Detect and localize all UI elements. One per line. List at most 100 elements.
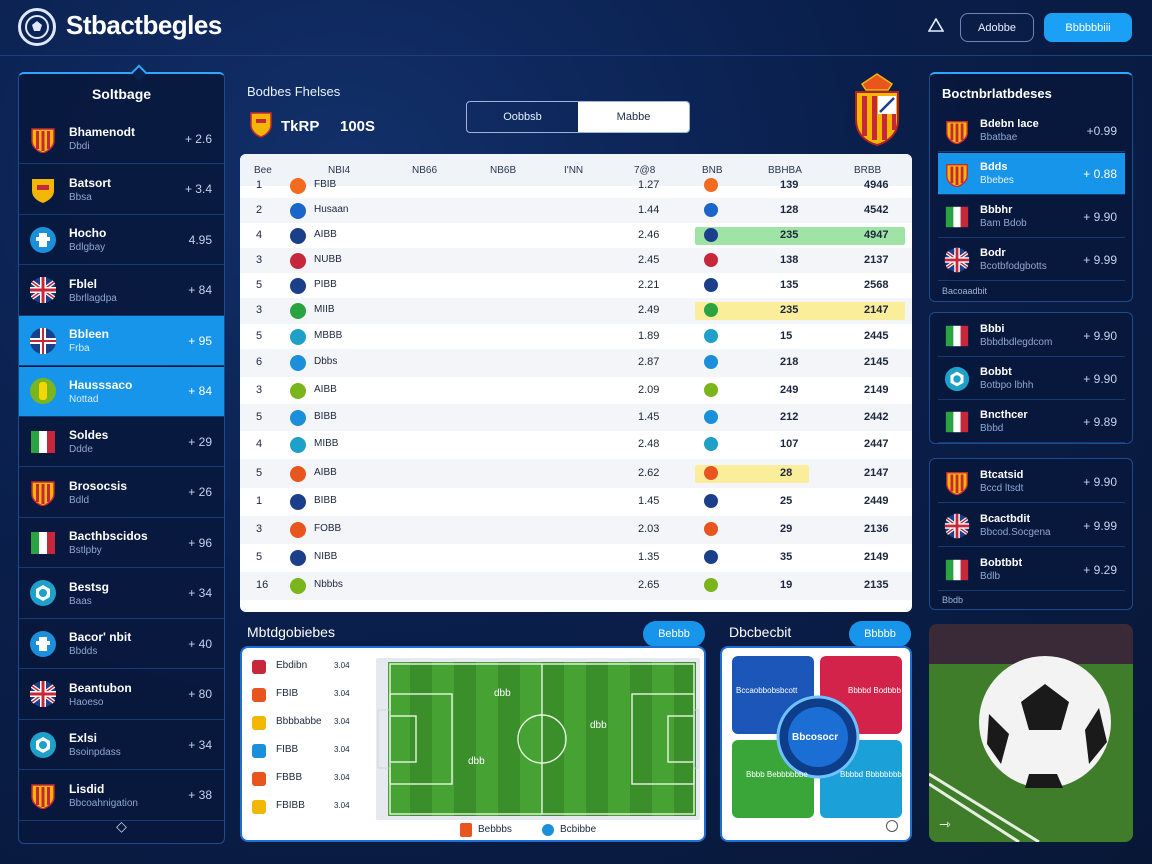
table-row[interactable]: 3 FOBB 2.03 29 2136 [240,516,912,544]
legend-team-a[interactable]: Bebbbs [478,824,512,835]
side-list-item[interactable]: Btcatsid Bccd ltsdt + 9.90 [938,461,1125,503]
team-badge-icon [290,227,306,244]
status-icon [704,578,718,592]
triangle-icon[interactable] [927,17,945,37]
table-row[interactable]: 16 Nbbbs 2.65 19 2135 [240,572,912,600]
sidebar-item[interactable]: Bacthbscidos Bstlpby + 96 [19,518,224,568]
table-row[interactable]: 2 Husaan 1.44 128 4542 [240,198,912,223]
right-panel-footer[interactable]: Bacoaadbit [942,286,988,296]
sidebar-item[interactable]: Batsort Bbsa + 3.4 [19,165,224,215]
table-row[interactable]: 1 FBIB 1.27 139 4946 [240,173,912,198]
sidebar-item[interactable]: Bhamenodt Dbdi + 2.6 [19,114,224,164]
col-header[interactable]: BBHBA [768,165,802,176]
toggle-option-a[interactable]: Oobbsb [503,111,542,123]
top-bar: Stbactbegles Adobbe Bbbbbbiii [0,0,1152,56]
player-value: 3.04 [334,717,350,726]
sidebar-item[interactable]: Soldes Ddde + 29 [19,417,224,467]
team-name: Bbleen [69,327,110,341]
stats-button[interactable]: Bbbbb [849,621,911,647]
radio-icon[interactable] [886,820,898,832]
team-name: Bdds [980,161,1008,173]
side-list-item[interactable]: Bncthcer Bbbd + 9.89 [938,401,1125,443]
player-row[interactable]: Ebdibn 3.04 [252,658,362,676]
team-flag-icon [944,161,970,188]
pitch-label: dbb [494,688,511,699]
table-row[interactable]: 3 NUBB 2.45 138 2137 [240,248,912,273]
team-flag-icon [29,731,57,759]
row-value: 212 [780,410,799,423]
row-rank: 4 [256,438,263,450]
stats-quadrant-chart [732,656,902,818]
sidebar-item[interactable]: Hocho Bdlgbay 4.95 [19,215,224,265]
table-row[interactable]: 3 MIIB 2.49 235 2147 [240,298,912,324]
table-row[interactable]: 1 BIBB 1.45 25 2449 [240,488,912,516]
side-list-item[interactable]: Bcactbdit Bbcod.Socgena + 9.99 [938,505,1125,547]
side-list-item[interactable]: Bbbhr Bam Bdob + 9.90 [938,196,1125,238]
col-header[interactable]: BNB [702,165,723,176]
col-header[interactable]: NB6B [490,165,517,176]
team-code: TkRP [281,118,320,135]
player-row[interactable]: FBIBB 3.04 [252,798,362,816]
soccer-ball-icon[interactable] [18,8,56,46]
team-sub: Bbbd [980,423,1004,434]
toggle-option-b[interactable]: Mabbe [578,102,689,132]
arrow-icon[interactable]: ⇾ [939,816,951,832]
player-row[interactable]: Bbbbabbe 3.04 [252,714,362,732]
table-row[interactable]: 5 AIBB 2.62 28 2147 [240,459,912,488]
sidebar-item[interactable]: Bacor' nbit Bbdds + 40 [19,619,224,669]
login-button[interactable]: Adobbe [960,13,1034,42]
player-row[interactable]: FBIB 3.04 [252,686,362,704]
row-rank: 6 [256,356,263,368]
row-value: 15 [780,329,793,342]
col-header[interactable]: BRBB [854,165,882,176]
team-odds: + 34 [188,737,212,752]
legend-team-b[interactable]: Bcbibbe [560,824,597,835]
table-row[interactable]: 5 PIBB 2.21 135 2568 [240,273,912,298]
sidebar-item[interactable]: Bestsg Baas + 34 [19,569,224,619]
sidebar-item[interactable]: Exlsi Bsoinpdass + 34 [19,720,224,770]
sidebar-item[interactable]: Fblel Bbrllagdpa + 84 [19,266,224,316]
side-list-item[interactable]: Bbbi Bbbdbdlegdcom + 9.90 [938,315,1125,357]
table-row[interactable]: 6 Dbbs 2.87 218 2145 [240,349,912,377]
side-list-item[interactable]: Bdds Bbebes + 0.88 [938,153,1125,195]
sidebar-item[interactable]: Brosocsis Bdld + 26 [19,468,224,518]
sidebar-item[interactable]: Bbleen Frba + 95 [19,316,224,366]
table-row[interactable]: 5 MBBB 1.89 15 2445 [240,324,912,349]
team-badge-icon [290,355,306,371]
table-row[interactable]: 5 NIBB 1.35 35 2149 [240,544,912,572]
col-header[interactable]: Bee [254,165,272,176]
table-row[interactable]: 3 AIBB 2.09 249 2149 [240,377,912,404]
team-odds: + 9.89 [1083,414,1117,429]
player-icon [252,660,266,674]
right-panel-footer[interactable]: Bbdb [942,595,964,605]
team-name: Bacthbscidos [69,529,148,543]
lineup-button[interactable]: Bebbb [643,621,705,647]
side-list-item[interactable]: Bodr Bcotbfodgbotts + 9.99 [938,239,1125,281]
team-badge-icon [290,578,306,594]
row-rank: 3 [256,253,263,266]
sidebar-item[interactable]: Beantubon Haoeso + 80 [19,670,224,720]
sidebar-item[interactable]: Lisdid Bbcoahnigation + 38 [19,771,224,821]
diamond-icon[interactable]: ◇ [116,817,127,834]
player-name: FBBB [276,772,303,783]
side-list-item[interactable]: Bdebn lace Bbatbae +0.99 [938,110,1125,152]
sidebar-item[interactable]: Hausssaco Nottad + 84 [19,366,224,417]
table-row[interactable]: 4 MIBB 2.48 107 2447 [240,431,912,459]
side-list-item[interactable]: Bobtbbt Bdlb + 9.29 [938,549,1125,591]
lineup-card: Ebdibn 3.04 FBIB 3.04 Bbbbabbe 3.04 FIBB 3.04 FB… [240,646,706,842]
table-row[interactable]: 5 BIBB 1.45 212 2442 [240,404,912,431]
table-row[interactable]: 4 AIBB 2.46 235 4947 [240,223,912,248]
col-header[interactable]: I'NN [564,165,584,176]
quadrant-label: Bccaobbobsbcott [736,686,798,695]
col-header[interactable]: NBI4 [328,165,351,176]
player-row[interactable]: FIBB 3.04 [252,742,362,760]
view-toggle[interactable]: Oobbsb Mabbe [466,101,690,133]
col-header[interactable]: 7@8 [634,165,656,176]
side-list-item[interactable]: Bobbt Botbpo lbhh + 9.90 [938,358,1125,400]
col-header[interactable]: NB66 [412,165,438,176]
row-total: 2449 [864,495,889,507]
player-row[interactable]: FBBB 3.04 [252,770,362,788]
team-name: Bncthcer [980,409,1028,421]
signup-button[interactable]: Bbbbbbiii [1044,13,1132,42]
status-icon [704,177,718,192]
